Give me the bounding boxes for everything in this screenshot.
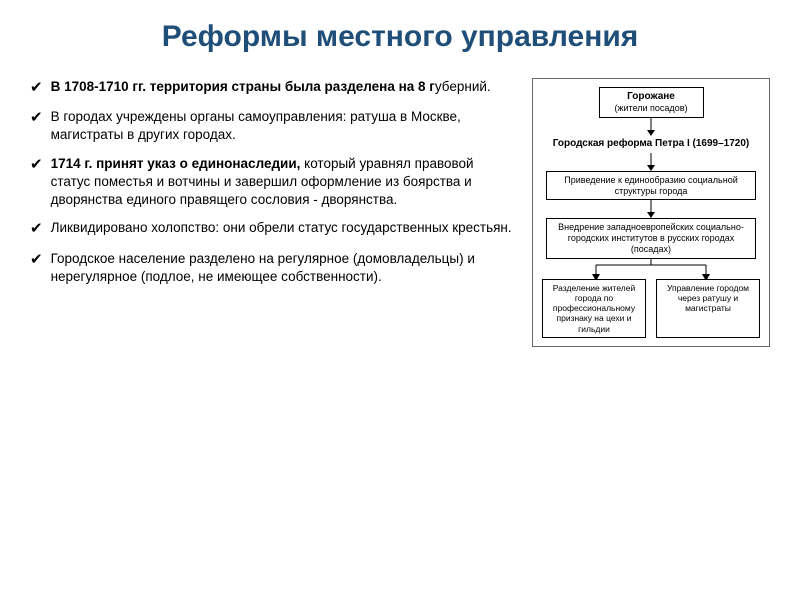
split-arrows (546, 259, 756, 279)
list-item: ✔ Городское население разделено на регуля… (30, 250, 514, 286)
reform-label: Городская реформа Петра I (1699–1720) (553, 138, 750, 149)
list-item-text: Ликвидировано холопство: они обрели стат… (51, 219, 512, 237)
check-icon: ✔ (30, 108, 43, 128)
split-row: Разделение жителей города по профессиона… (542, 279, 760, 338)
content-row: ✔ В 1708-1710 гг. территория страны была … (30, 78, 770, 347)
arrow-icon (645, 153, 657, 171)
node-split-left: Разделение жителей города по профессиона… (542, 279, 646, 338)
list-item-text: 1714 г. принят указ о единонаследии, кот… (51, 155, 514, 210)
page-title: Реформы местного управления (30, 20, 770, 54)
list-item: ✔ Ликвидировано холопство: они обрели ста… (30, 219, 514, 239)
arrow-icon (645, 200, 657, 218)
node-top: Горожане (жители посадов) (599, 87, 704, 118)
arrow-icon (645, 118, 657, 136)
list-item: ✔ 1714 г. принят указ о единонаследии, ко… (30, 155, 514, 210)
list-item-text: В 1708-1710 гг. территория страны была р… (51, 78, 491, 96)
node-split-right: Управление городом через ратушу и магист… (656, 279, 760, 338)
list-item: ✔ В 1708-1710 гг. территория страны была … (30, 78, 514, 98)
node-step1: Приведение к единообразию социальной стр… (546, 171, 756, 201)
node-step2: Внедрение западноевропейских социально-г… (546, 218, 756, 258)
list-item-text: Городское население разделено на регуляр… (51, 250, 514, 286)
list-item: ✔ В городах учреждены органы самоуправлен… (30, 108, 514, 144)
node-top-line1: Горожане (605, 91, 698, 103)
check-icon: ✔ (30, 78, 43, 98)
bullet-list: ✔ В 1708-1710 гг. территория страны была … (30, 78, 518, 347)
flowchart: Горожане (жители посадов) Городская рефо… (539, 87, 763, 338)
diagram-panel: Горожане (жители посадов) Городская рефо… (532, 78, 770, 347)
check-icon: ✔ (30, 219, 43, 239)
node-top-line2: (жители посадов) (605, 103, 698, 114)
list-item-text: В городах учреждены органы самоуправлени… (51, 108, 514, 144)
check-icon: ✔ (30, 250, 43, 270)
check-icon: ✔ (30, 155, 43, 175)
